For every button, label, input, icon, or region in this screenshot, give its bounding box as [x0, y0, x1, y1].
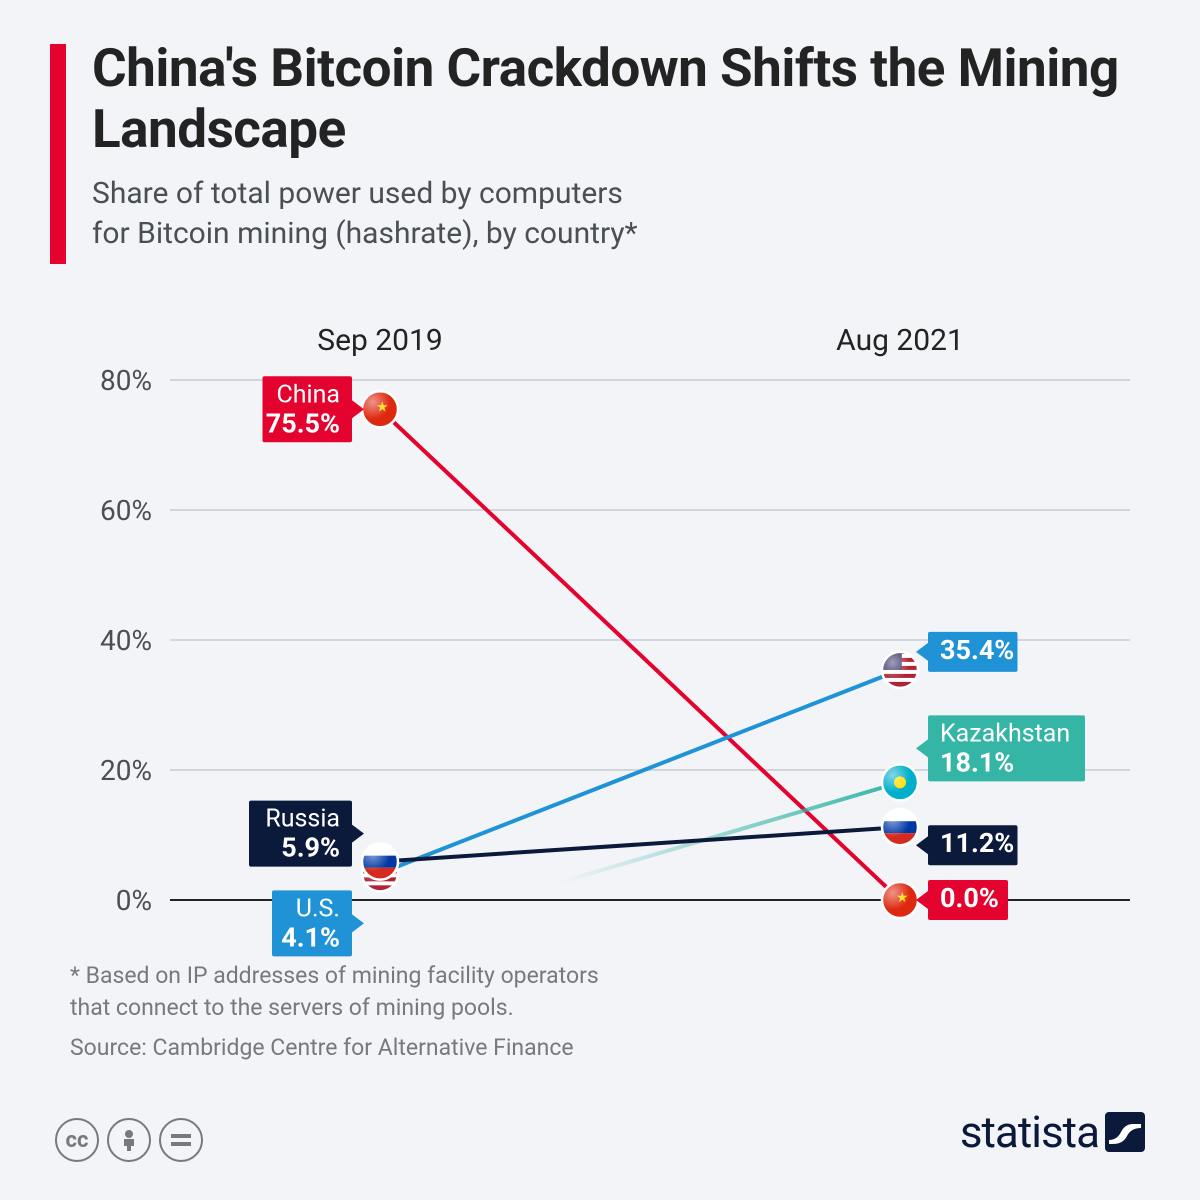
flag-cn-icon: ★ — [882, 882, 918, 918]
cc-icon: cc — [55, 1118, 99, 1162]
label-pointer — [916, 739, 928, 757]
y-tick-label: 40% — [100, 624, 152, 657]
label-pointer — [916, 643, 928, 661]
chart-header: China's Bitcoin Crackdown Shifts the Min… — [0, 0, 1200, 255]
chart-source: Source: Cambridge Centre for Alternative… — [70, 1034, 574, 1061]
subtitle-line-2: for Bitcoin mining (hashrate), by countr… — [92, 216, 638, 251]
y-tick-label: 20% — [100, 754, 152, 787]
label-value-kazakhstan-t1: 18.1% — [940, 746, 1014, 778]
chart-footnote: * Based on IP addresses of mining facili… — [70, 960, 599, 1024]
statista-logo: statista — [960, 1106, 1145, 1158]
label-value-russia-t0: 5.9% — [281, 832, 340, 864]
cc-nd-icon — [159, 1118, 203, 1162]
label-value-china-t1: 0.0% — [940, 882, 999, 914]
flag-us-icon — [882, 652, 918, 688]
series-line-china — [380, 409, 900, 900]
column-header-t0: Sep 2019 — [317, 323, 442, 358]
page-title: China's Bitcoin Crackdown Shifts the Min… — [92, 38, 1150, 160]
y-tick-label: 80% — [100, 364, 152, 397]
label-value-us-t0: 4.1% — [281, 921, 340, 953]
flag-ru-icon — [362, 844, 398, 880]
license-icons: cc — [55, 1118, 203, 1162]
y-tick-label: 0% — [116, 884, 152, 917]
accent-bar — [50, 44, 66, 264]
flag-kz-icon — [882, 764, 918, 800]
cc-by-icon — [107, 1118, 151, 1162]
footnote-line-1: * Based on IP addresses of mining facili… — [70, 962, 599, 989]
label-country-russia: Russia — [265, 805, 340, 834]
label-value-us-t1: 35.4% — [940, 634, 1014, 666]
label-value-china-t0: 75.5% — [266, 407, 340, 439]
footnote-line-2: that connect to the servers of mining po… — [70, 994, 514, 1021]
label-pointer — [352, 914, 364, 932]
y-tick-label: 60% — [100, 494, 152, 527]
label-pointer — [916, 836, 928, 854]
flag-cn-icon: ★ — [362, 391, 398, 427]
brand-text: statista — [960, 1106, 1099, 1158]
slope-chart: 0% 20% 40% 60% 80% Sep 2019 Aug 2021 ★ ★ China7… — [70, 320, 1130, 940]
statista-wave-icon — [1105, 1112, 1145, 1152]
label-pointer — [352, 825, 364, 843]
flag-ru-icon — [882, 809, 918, 845]
subtitle-line-1: Share of total power used by computers — [92, 176, 623, 211]
label-value-russia-t1: 11.2% — [940, 827, 1014, 859]
chart-subtitle: Share of total power used by computers f… — [92, 174, 1150, 255]
label-country-kazakhstan: Kazakhstan — [940, 719, 1070, 748]
label-country-us: U.S. — [296, 894, 340, 923]
column-header-t1: Aug 2021 — [836, 323, 964, 358]
label-country-china: China — [276, 380, 340, 409]
